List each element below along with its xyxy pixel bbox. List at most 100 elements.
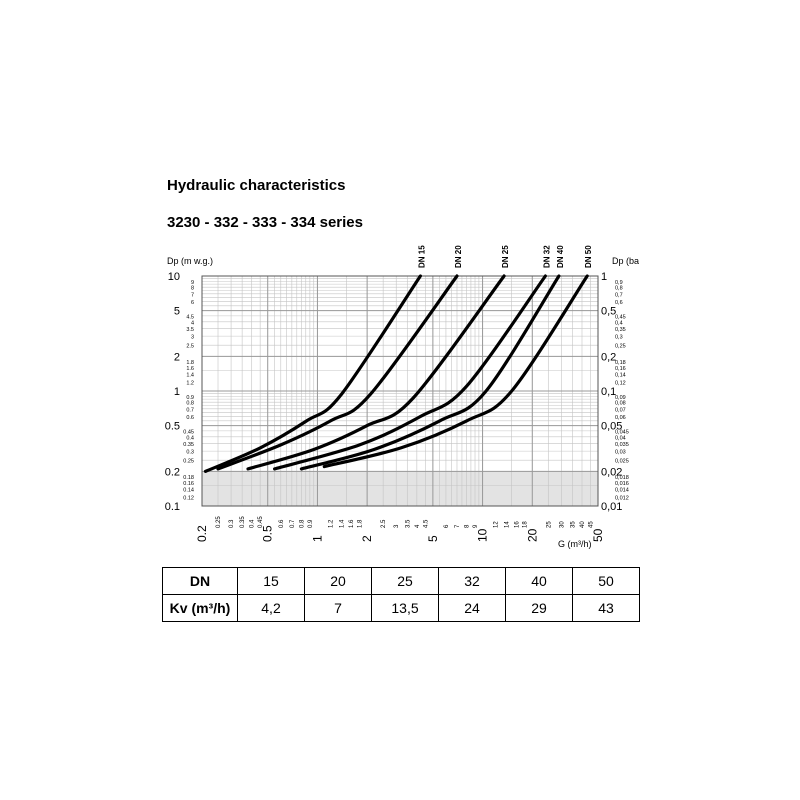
y-minor-tick-label: 8	[191, 286, 194, 292]
series-line-dn-40	[299, 274, 561, 471]
table-cell: 40	[505, 567, 573, 595]
y-tick-label: 2	[174, 351, 180, 363]
x-minor-tick-label: 2.5	[381, 519, 387, 528]
kv-table: DN 15 20 25 32 40 50 Kv (m³/h) 4,2 7 13,…	[162, 567, 640, 622]
table-cell: 4,2	[237, 594, 305, 622]
y-minor-tick-label-right: 0,03	[615, 450, 626, 456]
table-cell: 15	[237, 567, 305, 595]
y-minor-tick-label: 0.16	[183, 481, 194, 487]
x-minor-tick-label: 1.2	[329, 519, 335, 528]
x-minor-tick-label: 25	[546, 521, 552, 528]
y-minor-tick-label: 0.45	[183, 429, 194, 435]
y-minor-tick-label: 0.9	[186, 395, 194, 401]
x-minor-tick-label: 0.35	[240, 516, 246, 528]
x-minor-tick-label: 0.6	[279, 519, 285, 528]
hydraulic-chart: 10 1 5 0,5 2 0,2 1 0,1 0.5 0,05 0.2 0,02 0.1 0,01 9 0,9…	[165, 245, 639, 549]
y-minor-tick-label: 3	[191, 335, 194, 341]
table-cell: 50	[572, 567, 640, 595]
y-minor-tick-label-right: 0,08	[615, 401, 626, 407]
y-tick-label: 0.5	[165, 421, 180, 433]
y-minor-tick-label-right: 0,3	[615, 335, 623, 341]
y-minor-tick-label: 1.6	[186, 366, 194, 372]
y-minor-tick-label: 0.35	[183, 442, 194, 448]
x-minor-tick-label: 9	[473, 524, 479, 528]
y-tick-label: 0.1	[165, 501, 180, 513]
plot-frame	[201, 275, 599, 507]
x-minor-tick-label: 3.5	[405, 519, 411, 528]
x-minor-tick-label: 45	[588, 521, 594, 528]
y-minor-tick-label-right: 0,6	[615, 300, 623, 306]
y-minor-tick-label: 0.8	[186, 401, 194, 407]
y-minor-tick-label-right: 0,9	[615, 280, 623, 286]
y-tick-label-right: 0,2	[601, 351, 616, 363]
series-label: DN 50	[584, 245, 593, 268]
x-minor-tick-label: 0.8	[299, 519, 305, 528]
x-minor-tick-label: 0.25	[216, 516, 222, 528]
y-minor-tick-label-right: 0,45	[615, 314, 626, 320]
y-tick-label: 0.2	[165, 466, 180, 478]
x-minor-tick-label: 0.9	[308, 519, 314, 528]
x-tick-label: 20	[525, 528, 539, 542]
y-minor-tick-label: 0.6	[186, 415, 194, 421]
y-tick-label-right: 0,1	[601, 386, 616, 398]
x-minor-tick-label: 1.4	[340, 519, 346, 528]
y-minor-tick-label: 0.7	[186, 407, 194, 413]
table-cell: 29	[505, 594, 573, 622]
table-row-dn: DN 15 20 25 32 40 50	[162, 567, 640, 595]
series-line-dn-32	[273, 274, 547, 471]
x-minor-tick-label: 14	[505, 521, 511, 528]
x-minor-tick-label: 16	[514, 521, 520, 528]
y-minor-tick-label: 4	[191, 320, 194, 326]
y-tick-label: 10	[168, 271, 180, 283]
y-tick-label-right: 0,05	[601, 421, 622, 433]
x-tick-label: 0.2	[195, 525, 209, 542]
x-tick-label: 50	[591, 528, 605, 542]
table-cell: 7	[304, 594, 372, 622]
y-minor-tick-label-right: 0,16	[615, 366, 626, 372]
table-header-dn: DN	[162, 567, 238, 595]
y-minor-tick-label-right: 0,35	[615, 327, 626, 333]
series-line-dn-15	[203, 274, 422, 473]
y-minor-tick-label-right: 0,04	[615, 435, 626, 441]
series-line-dn-20	[216, 274, 459, 471]
y-minor-tick-label: 9	[191, 280, 194, 286]
x-minor-tick-label: 1.6	[349, 519, 355, 528]
x-minor-tick-label: 12	[494, 521, 500, 528]
y-minor-tick-label-right: 0,016	[615, 481, 629, 487]
y-minor-tick-label-right: 0,7	[615, 292, 623, 298]
series-label: DN 15	[417, 245, 426, 268]
x-minor-tick-label: 3	[394, 524, 400, 528]
y-minor-tick-label-right: 0,014	[615, 488, 629, 494]
x-minor-tick-label: 4.5	[423, 519, 429, 528]
shaded-band	[202, 471, 598, 506]
table-cell: 24	[438, 594, 506, 622]
chart-subtitle: 3230 - 332 - 333 - 334 series	[167, 214, 363, 231]
x-tick-label: 0.5	[261, 525, 275, 542]
table-cell: 13,5	[371, 594, 439, 622]
table-cell: 25	[371, 567, 439, 595]
y-minor-tick-label-right: 0,25	[615, 344, 626, 350]
y-minor-tick-label: 3.5	[186, 327, 194, 333]
x-minor-tick-label: 0.45	[258, 516, 264, 528]
y-minor-tick-label-right: 0,18	[615, 360, 626, 366]
y-tick-label-right: 0,02	[601, 466, 622, 478]
table-row-kv: Kv (m³/h) 4,2 7 13,5 24 29 43	[162, 594, 640, 622]
y-minor-tick-label: 0.12	[183, 495, 194, 501]
series-line-dn-25	[246, 274, 506, 471]
y-minor-tick-label: 1.2	[186, 380, 194, 386]
table-cell: 32	[438, 567, 506, 595]
series-label: DN 40	[556, 245, 565, 268]
y-minor-tick-label: 7	[191, 292, 194, 298]
table-cell: 43	[572, 594, 640, 622]
y-tick-label-right: 0,01	[601, 501, 622, 513]
chart-title: Hydraulic characteristics	[167, 177, 346, 194]
y-tick-label-right: 0,5	[601, 306, 616, 318]
x-minor-tick-label: 40	[580, 521, 586, 528]
y-minor-tick-label: 0.14	[183, 488, 194, 494]
x-minor-tick-label: 0.7	[290, 519, 296, 528]
y-minor-tick-label-right: 0,06	[615, 415, 626, 421]
x-minor-tick-label: 18	[523, 521, 529, 528]
x-tick-label: 1	[310, 535, 324, 542]
y-minor-tick-label: 0.4	[186, 435, 194, 441]
series-label: DN 20	[454, 245, 463, 268]
